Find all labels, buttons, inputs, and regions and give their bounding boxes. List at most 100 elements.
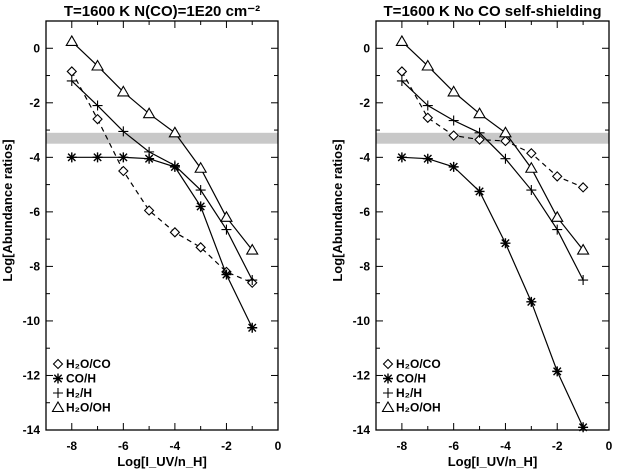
plus-marker bbox=[66, 75, 77, 86]
series-line bbox=[71, 80, 253, 281]
asterisk-marker bbox=[422, 153, 433, 164]
diamond-shape bbox=[66, 66, 78, 77]
diamond-shape bbox=[577, 182, 589, 193]
asterisk-marker bbox=[118, 152, 129, 163]
plus-shape bbox=[195, 185, 206, 196]
triangle-marker bbox=[91, 59, 105, 71]
asterisk-marker bbox=[448, 161, 459, 172]
asterisk-shape bbox=[195, 201, 206, 212]
asterisk-marker bbox=[247, 322, 258, 333]
x-tick-label: -8 bbox=[397, 439, 408, 453]
diamond-marker bbox=[195, 242, 206, 253]
diamond-marker bbox=[422, 112, 434, 124]
plus-shape bbox=[422, 100, 433, 111]
triangle-shape bbox=[395, 34, 409, 46]
plus-marker bbox=[422, 100, 433, 111]
plus-marker bbox=[448, 115, 459, 126]
asterisk-shape bbox=[396, 152, 407, 163]
asterisk-shape bbox=[383, 373, 393, 384]
plus-marker bbox=[92, 100, 103, 111]
asterisk-shape bbox=[247, 322, 258, 333]
series-plus bbox=[396, 75, 589, 286]
shaded-band bbox=[376, 132, 609, 144]
triangle-marker bbox=[219, 210, 233, 222]
diamond-shape bbox=[448, 130, 459, 141]
y-tick-label: 0 bbox=[363, 41, 370, 55]
asterisk-shape bbox=[552, 366, 563, 377]
y-tick-label: -10 bbox=[23, 314, 41, 328]
asterisk-shape bbox=[53, 373, 63, 384]
diamond-shape bbox=[118, 165, 129, 177]
chart-title: T=1600 K N(CO)=1E20 cm⁻² bbox=[64, 3, 260, 20]
plus-marker bbox=[500, 153, 511, 164]
asterisk-shape bbox=[118, 152, 129, 163]
series-line bbox=[401, 156, 584, 428]
diamond-shape bbox=[422, 112, 434, 124]
y-tick-label: -14 bbox=[23, 423, 41, 437]
triangle-shape bbox=[219, 210, 233, 222]
triangle-shape bbox=[51, 400, 65, 413]
series-line bbox=[71, 71, 253, 284]
plus-shape bbox=[552, 224, 563, 235]
panel-2: -8 -6 -4 -2 0 0 -2 -4 -6 -8 -10 -12 -14 T=1600 K No C… bbox=[330, 3, 613, 469]
plus-marker bbox=[383, 388, 393, 398]
plus-shape bbox=[474, 127, 485, 138]
triangle-marker bbox=[395, 34, 409, 46]
plus-marker bbox=[526, 185, 537, 196]
asterisk-shape bbox=[422, 153, 433, 164]
y-tick-label: -2 bbox=[29, 96, 40, 110]
asterisk-marker bbox=[500, 238, 511, 249]
diamond-marker bbox=[448, 130, 459, 141]
triangle-shape bbox=[116, 85, 130, 97]
plus-shape bbox=[221, 224, 232, 235]
triangle-marker bbox=[381, 400, 395, 413]
asterisk-shape bbox=[66, 152, 77, 163]
triangle-marker bbox=[421, 59, 435, 71]
asterisk-marker bbox=[578, 422, 589, 433]
y-tick-label: -12 bbox=[23, 368, 41, 382]
plus-shape bbox=[383, 388, 393, 398]
y-tick-label: -8 bbox=[29, 259, 40, 273]
triangle-shape bbox=[498, 126, 512, 138]
series-triangle bbox=[395, 34, 590, 255]
triangle-shape bbox=[421, 59, 435, 71]
asterisk-marker bbox=[195, 201, 206, 212]
legend-label: H₂O/OH bbox=[66, 401, 111, 415]
triangle-shape bbox=[473, 107, 487, 119]
plus-marker bbox=[118, 126, 129, 137]
series-line bbox=[71, 156, 253, 329]
plus-shape bbox=[118, 126, 129, 137]
x-tick-label: 0 bbox=[275, 439, 282, 453]
x-axis-label: Log[I_UV/n_H] bbox=[117, 454, 207, 469]
y-axis-label: Log[Abundance ratios] bbox=[330, 139, 345, 281]
triangle-shape bbox=[91, 59, 105, 71]
diamond-marker bbox=[526, 147, 537, 159]
y-axis-label: Log[Abundance ratios] bbox=[0, 139, 15, 281]
series-asterisk bbox=[66, 152, 258, 333]
legend-label: H₂O/CO bbox=[396, 357, 441, 371]
y-tick-label: -4 bbox=[29, 150, 40, 164]
asterisk-shape bbox=[448, 161, 459, 172]
y-tick-label: -4 bbox=[359, 150, 370, 164]
chart-title: T=1600 K No CO self-shielding bbox=[384, 3, 602, 20]
asterisk-marker bbox=[66, 152, 77, 163]
asterisk-marker bbox=[474, 186, 485, 197]
triangle-shape bbox=[65, 34, 79, 46]
triangle-marker bbox=[498, 126, 512, 138]
diamond-shape bbox=[169, 227, 181, 238]
asterisk-shape bbox=[92, 152, 103, 163]
plus-shape bbox=[448, 115, 459, 126]
asterisk-shape bbox=[500, 238, 511, 249]
triangle-shape bbox=[524, 161, 538, 173]
diamond-marker bbox=[52, 358, 64, 370]
triangle-marker bbox=[116, 85, 130, 97]
plus-shape bbox=[53, 388, 63, 398]
plot-frame bbox=[45, 20, 279, 431]
diamond-marker bbox=[169, 227, 181, 238]
asterisk-shape bbox=[578, 422, 589, 433]
diamond-shape bbox=[382, 358, 394, 370]
asterisk-marker bbox=[53, 373, 63, 384]
plus-shape bbox=[92, 100, 103, 111]
plus-marker bbox=[169, 160, 180, 171]
asterisk-marker bbox=[221, 269, 232, 280]
